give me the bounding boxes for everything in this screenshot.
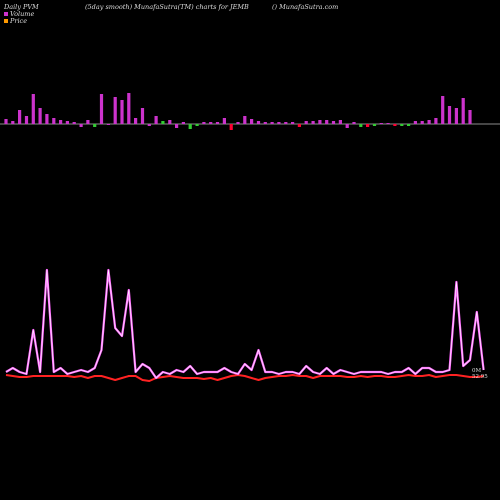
volume-bar <box>59 120 63 124</box>
volume-bar <box>86 120 90 124</box>
volume-bar <box>147 124 151 126</box>
volume-bar <box>79 124 83 127</box>
volume-bar <box>222 118 226 124</box>
legend-volume-swatch <box>4 12 8 16</box>
volume-bar <box>188 124 192 129</box>
volume-bar <box>113 97 117 124</box>
volume-bar <box>195 124 199 126</box>
volume-bar <box>127 93 131 124</box>
volume-bar <box>120 100 124 124</box>
volume-bar <box>4 119 8 124</box>
chart-title-right: () MunafaSutra.com <box>272 3 339 11</box>
volume-bar <box>168 120 172 124</box>
volume-bar <box>379 123 383 124</box>
volume-bar <box>359 124 363 127</box>
legend-price-label: Price <box>10 17 28 25</box>
volume-bar <box>229 124 233 130</box>
volume-bar <box>386 123 390 124</box>
volume-bar <box>413 121 417 124</box>
volume-bar <box>393 124 397 126</box>
volume-bar <box>304 121 308 124</box>
volume-bar <box>468 110 472 124</box>
volume-bar <box>243 116 247 124</box>
volume-bar <box>345 124 349 128</box>
volume-bar <box>106 124 110 125</box>
volume-bar <box>31 94 35 124</box>
volume-bar <box>202 122 206 124</box>
volume-bar <box>161 121 165 124</box>
volume-bar <box>366 124 370 127</box>
volume-bar <box>45 114 49 124</box>
volume-bar <box>318 120 322 124</box>
volume-bar <box>277 122 281 124</box>
volume-bar <box>72 122 76 124</box>
volume-bar <box>181 122 185 124</box>
volume-bar <box>434 118 438 124</box>
chart-title-left: Daily PVM <box>4 3 39 11</box>
price-line <box>5 374 484 382</box>
volume-bar <box>38 108 42 124</box>
legend-volume-label: Volume <box>10 10 35 18</box>
volume-bar <box>93 124 97 127</box>
volume-bar <box>454 108 458 124</box>
legend-price: Price <box>4 17 27 25</box>
volume-bar <box>140 108 145 124</box>
volume-bar <box>400 124 404 126</box>
end-label-volume: 0M <box>472 368 481 374</box>
volume-bar <box>175 124 179 128</box>
volume-bar <box>427 120 431 124</box>
volume-bar <box>11 121 15 124</box>
volume-bar <box>311 121 315 124</box>
volume-bar <box>52 118 56 124</box>
volume-bar <box>447 106 452 124</box>
volume-bar <box>331 121 336 124</box>
pvm-line-highlight <box>5 269 484 379</box>
volume-bar <box>256 121 261 124</box>
volume-bar <box>325 120 329 124</box>
volume-bar <box>250 119 254 124</box>
chart-title-middle: (5day smooth) MunafaSutra(TM) charts for… <box>85 3 249 11</box>
volume-bar <box>236 122 240 124</box>
legend-volume: Volume <box>4 10 34 18</box>
volume-bar <box>291 122 295 124</box>
volume-bar <box>407 124 411 126</box>
volume-bar <box>420 121 424 124</box>
volume-bar <box>18 110 22 124</box>
volume-bar <box>209 122 213 124</box>
end-label-price: 52.95 <box>472 374 488 380</box>
volume-bar <box>284 122 288 124</box>
volume-bar <box>441 96 445 124</box>
volume-bar <box>372 124 377 126</box>
volume-bar <box>338 120 342 124</box>
volume-bar <box>154 116 158 124</box>
volume-bar <box>297 124 301 127</box>
volume-bar <box>461 98 465 124</box>
volume-bar <box>134 118 138 124</box>
legend-price-swatch <box>4 19 8 23</box>
pvm-line <box>5 268 485 380</box>
volume-bar <box>215 122 220 124</box>
volume-bar <box>99 94 104 124</box>
volume-bar <box>270 122 274 124</box>
volume-bar <box>352 122 356 124</box>
volume-bar <box>65 121 69 124</box>
volume-bar <box>263 122 267 124</box>
volume-bar <box>24 116 29 124</box>
